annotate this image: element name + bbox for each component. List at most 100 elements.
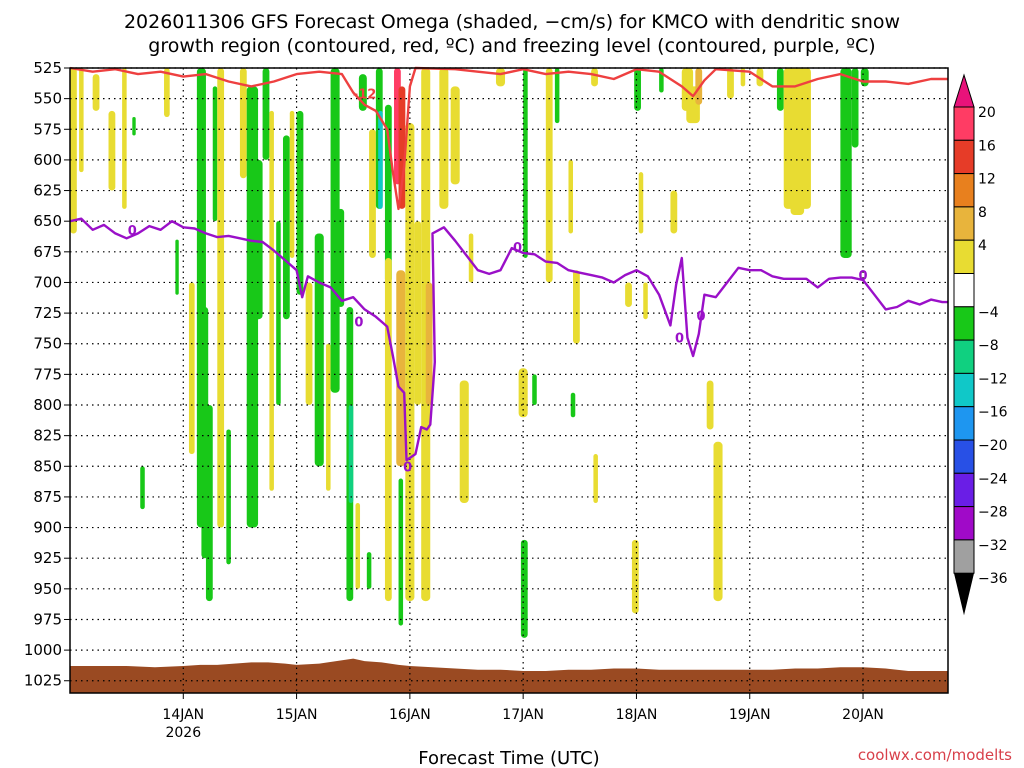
y-tick-label-19: 1000 [24, 641, 62, 659]
colorbar-label-5: −4 [978, 305, 999, 321]
omega-shade-13 [212, 86, 218, 222]
omega-shade-26 [314, 233, 324, 467]
contour-lines [69, 66, 948, 462]
omega-shade-1 [79, 68, 84, 173]
omega-shade-76 [840, 68, 852, 258]
colorbar-label-3: 8 [978, 205, 987, 221]
omega-shade-48 [450, 86, 460, 185]
omega-shade-22 [282, 135, 290, 320]
colorbar-swatch-1 [953, 139, 975, 175]
omega-shade-50 [495, 68, 506, 87]
omega-shade-34 [369, 129, 376, 258]
x-tick-label-1: 15JAN [276, 707, 318, 723]
omega-shade-16 [239, 68, 247, 179]
x-tick-label-6: 20JAN [842, 707, 884, 723]
ground-layer [70, 658, 948, 693]
x-tick-label-5: 19JAN [729, 707, 771, 723]
x-tick-label-3: 17JAN [502, 707, 544, 723]
omega-shade-54 [532, 374, 537, 406]
colorbar-swatch-13 [953, 539, 975, 574]
y-tick-label-13: 850 [33, 457, 62, 475]
omega-shade-55 [545, 68, 553, 283]
omega-shade-77 [851, 68, 859, 148]
omega-shade-84 [366, 552, 372, 589]
y-tick-label-17: 950 [33, 580, 62, 598]
omega-shade-81 [631, 539, 639, 614]
ground-fill [70, 658, 948, 693]
omega-shade-53 [523, 68, 528, 258]
y-tick-label-1: 550 [33, 90, 62, 108]
omega-shade-32 [355, 503, 361, 589]
colorbar-label-4: 4 [978, 238, 987, 254]
omega-shade-49 [459, 380, 469, 504]
omega-shade-38 [384, 257, 392, 602]
omega-shade-61 [638, 172, 644, 234]
omega-shade-64 [670, 190, 678, 234]
omega-shade-83 [468, 233, 474, 283]
colorbar-label-6: −8 [978, 338, 999, 354]
y-tick-label-18: 975 [33, 610, 62, 628]
colorbar-swatch-2 [953, 173, 975, 208]
omega-shade-80 [643, 282, 648, 320]
y-tick-label-20: 1025 [24, 672, 62, 690]
colorbar-swatch-10 [953, 439, 975, 474]
colorbar-top-arrow [953, 73, 975, 108]
colorbar-swatch-9 [953, 406, 975, 441]
x-tick-label-2: 16JAN [389, 707, 431, 723]
y-tick-label-0: 525 [33, 59, 62, 77]
omega-shade-7 [175, 239, 179, 295]
x-tick-label-0: 14JAN [162, 707, 204, 723]
colorbar-label-8: −16 [978, 405, 1008, 421]
colorbar-label-11: −28 [978, 505, 1008, 521]
colorbar-swatch-6 [953, 306, 975, 341]
y-tick-label-2: 575 [33, 120, 62, 138]
colorbar-label-9: −20 [978, 438, 1008, 454]
y-tick-label-5: 650 [33, 212, 62, 230]
plot-frame [69, 67, 949, 694]
omega-shade-20 [269, 110, 274, 491]
colorbar-swatch-0 [953, 106, 975, 141]
y-tick-label-15: 900 [33, 519, 62, 537]
omega-shade-70 [727, 68, 734, 99]
omega-shade-60 [625, 282, 632, 307]
contour-label-4: 0 [675, 332, 684, 347]
omega-shade-19 [262, 68, 270, 160]
omega-shade-27 [326, 343, 331, 491]
omega-shade-18 [253, 159, 263, 320]
omega-shade-2 [92, 74, 100, 111]
omega-shade-8 [140, 466, 145, 510]
omega-shade-78 [860, 68, 869, 87]
omega-shade-57 [570, 392, 576, 418]
colorbar-label-2: 12 [978, 172, 996, 188]
omega-shade-62 [634, 68, 641, 111]
omega-shade-69 [713, 441, 723, 602]
omega-shade-79 [568, 159, 574, 234]
omega-shade-59 [591, 68, 598, 87]
omega-shade-28 [330, 68, 340, 393]
credit-text: coolwx.com/modelts [858, 746, 1012, 764]
omega-shade-0 [70, 68, 77, 234]
omega-shade-75 [790, 159, 805, 216]
omega-shade-15 [226, 429, 231, 565]
omega-shade-6 [164, 68, 170, 118]
colorbar-swatch-12 [953, 506, 975, 541]
contour-label-0: 0 [128, 224, 137, 239]
x-tick-label-4: 18JAN [616, 707, 658, 723]
colorbar-label-12: −32 [978, 538, 1008, 554]
contour-label-2: 0 [403, 460, 412, 475]
omega-shade-3 [108, 110, 116, 191]
contour-label-7: -12 [353, 88, 377, 103]
colorbar-swatch-4 [953, 239, 975, 274]
omega-shade-46 [425, 282, 433, 406]
omega-shade-23 [289, 110, 295, 258]
colorbar-swatch-5 [953, 273, 975, 308]
colorbar-swatch-8 [953, 372, 975, 408]
colorbar-label-7: −12 [978, 371, 1008, 387]
omega-shade-5 [132, 117, 136, 136]
omega-shade-40 [396, 270, 406, 467]
y-tick-label-9: 750 [33, 335, 62, 353]
omega-shade-56 [554, 68, 560, 124]
omega-shade-73 [776, 68, 784, 111]
